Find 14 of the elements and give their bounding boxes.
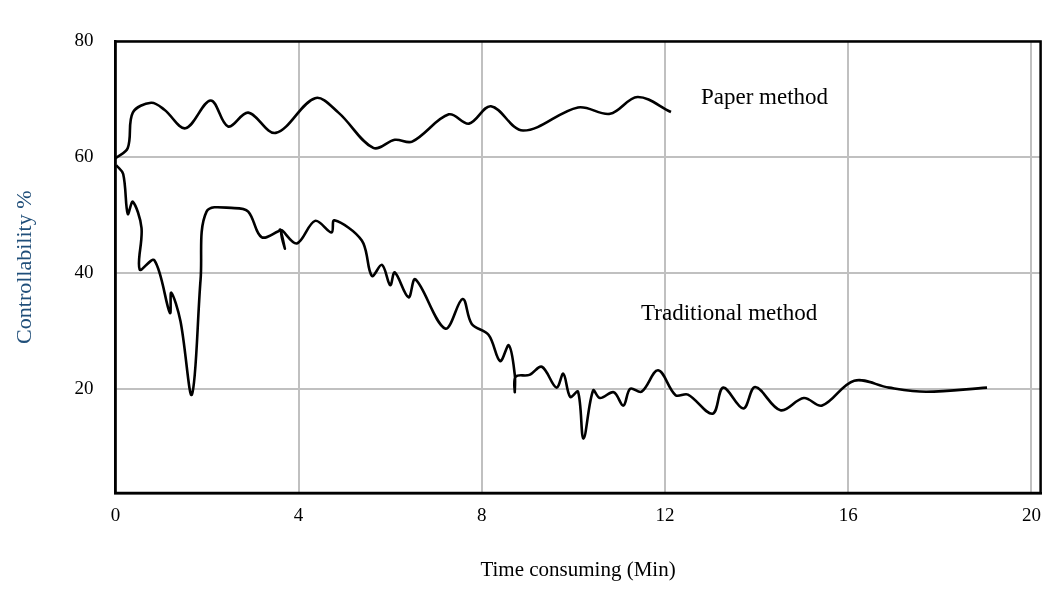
x-tick-label: 4 bbox=[293, 504, 304, 526]
series-label: Paper method bbox=[700, 84, 829, 110]
y-tick-label: 60 bbox=[74, 145, 94, 167]
x-tick-label: 8 bbox=[477, 504, 487, 526]
y-tick-label: 20 bbox=[74, 376, 94, 398]
y-axis-title: Controllability % bbox=[10, 190, 36, 344]
x-axis-title: Time consuming (Min) bbox=[480, 556, 676, 581]
y-tick-label: 80 bbox=[74, 29, 94, 51]
x-tick-label: 12 bbox=[655, 504, 675, 526]
x-tick-label: 16 bbox=[838, 504, 858, 526]
x-tick-label: 20 bbox=[1021, 504, 1041, 526]
text: Traditional method bbox=[641, 299, 818, 325]
x-tick-label: 0 bbox=[110, 504, 121, 526]
y-tick-label: 40 bbox=[74, 260, 94, 282]
